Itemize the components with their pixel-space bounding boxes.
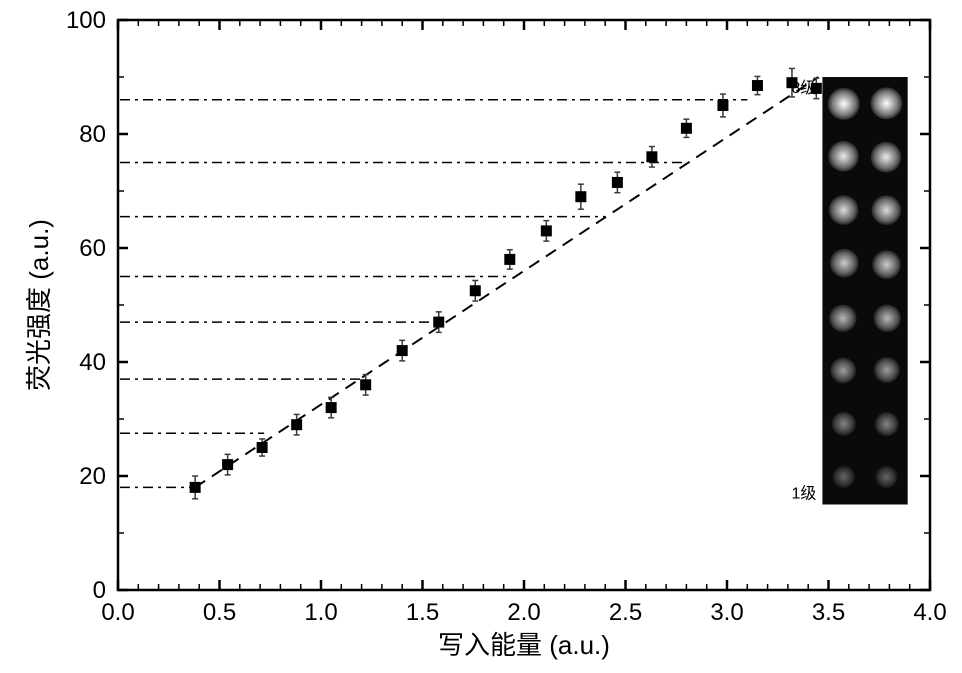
inset-dot <box>874 357 900 383</box>
x-axis-label: 写入能量 (a.u.) <box>438 630 610 660</box>
x-tick-label: 0.0 <box>101 599 134 626</box>
inset-dot <box>833 466 855 488</box>
data-point <box>575 191 586 202</box>
y-tick-label: 20 <box>79 463 106 490</box>
inset-dot <box>830 249 859 278</box>
y-tick-label: 100 <box>66 7 106 34</box>
y-tick-label: 40 <box>79 349 106 376</box>
x-tick-label: 3.0 <box>710 599 743 626</box>
data-point <box>257 442 268 453</box>
data-point <box>504 254 515 265</box>
inset-dot <box>832 412 856 436</box>
inset-dot <box>872 250 901 279</box>
inset-dot <box>830 358 856 384</box>
inset-dot <box>829 195 859 225</box>
data-point <box>190 482 201 493</box>
data-point <box>360 379 371 390</box>
x-tick-label: 4.0 <box>913 599 946 626</box>
inset-dot <box>829 305 857 333</box>
inset-label-top: 8级 <box>792 79 817 97</box>
inset-panel <box>822 77 907 505</box>
data-point <box>752 80 763 91</box>
inset-dot <box>875 466 897 488</box>
x-tick-label: 2.0 <box>507 599 540 626</box>
chart-container: { "chart": { "type": "scatter-with-error… <box>0 0 962 673</box>
data-point <box>541 225 552 236</box>
y-axis-label: 荧光强度 (a.u.) <box>24 219 54 391</box>
inset-dot <box>871 142 902 173</box>
x-tick-label: 2.5 <box>609 599 642 626</box>
y-tick-label: 0 <box>93 577 106 604</box>
x-tick-label: 1.0 <box>304 599 337 626</box>
inset-dot <box>828 88 860 120</box>
y-tick-label: 60 <box>79 235 106 262</box>
inset-dot <box>874 305 902 333</box>
inset-dot <box>871 195 901 225</box>
data-point <box>681 123 692 134</box>
y-tick-label: 80 <box>79 121 106 148</box>
inset-dot <box>875 412 899 436</box>
data-point <box>717 100 728 111</box>
data-point <box>433 317 444 328</box>
inset-dot <box>870 87 902 119</box>
data-point <box>646 151 657 162</box>
x-tick-label: 0.5 <box>203 599 236 626</box>
inset-label-bottom: 1级 <box>792 485 817 503</box>
data-point <box>470 285 481 296</box>
chart-svg: 0.0 0.5 1.0 1.5 2.0 2.5 3.0 3.5 4.0 0 20 40 60 80 100 写… <box>0 0 962 673</box>
x-tick-label: 1.5 <box>406 599 439 626</box>
data-point <box>291 419 302 430</box>
data-point <box>612 177 623 188</box>
data-point <box>222 459 233 470</box>
x-tick-label: 3.5 <box>812 599 845 626</box>
data-point <box>326 402 337 413</box>
data-point <box>397 345 408 356</box>
inset-dot <box>828 141 859 172</box>
